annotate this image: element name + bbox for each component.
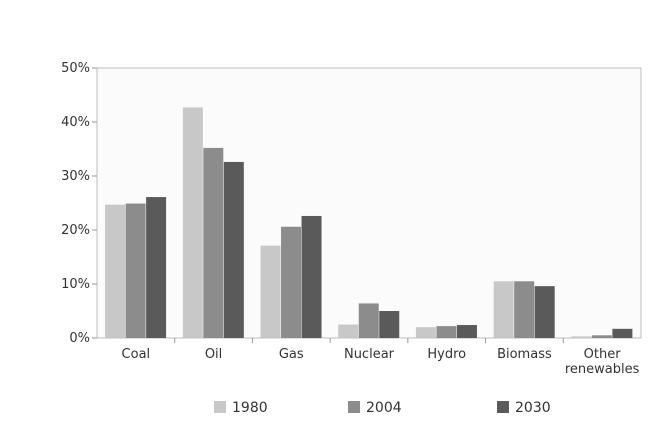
legend-swatch (348, 401, 360, 413)
y-tick-label: 0% (69, 331, 90, 346)
bar (281, 226, 302, 338)
bar (105, 204, 126, 338)
bar (591, 335, 612, 338)
bar (260, 245, 281, 338)
bar (146, 197, 167, 338)
y-tick-label: 30% (61, 169, 90, 184)
bar (514, 281, 535, 338)
x-category-label: Gas (279, 347, 304, 362)
x-axis: Coal Oil Gas Nuclear Hydro Biomass Otherrenewa… (122, 338, 640, 377)
y-tick-label: 20% (61, 223, 90, 238)
bar (493, 281, 514, 338)
x-category-label: renewables (565, 362, 640, 377)
bar (203, 147, 224, 338)
bar (456, 325, 477, 338)
y-tick-label: 40% (61, 115, 90, 130)
bar (182, 107, 203, 338)
bar (379, 311, 400, 338)
x-category-label: Nuclear (344, 347, 395, 362)
plot-frame (96, 67, 642, 339)
bar (338, 324, 359, 338)
bars (105, 107, 633, 338)
legend-label: 2030 (515, 400, 551, 416)
legend-label: 2004 (366, 400, 402, 416)
y-tick-label: 50% (61, 61, 90, 76)
bar (534, 286, 555, 338)
x-category-label: Coal (122, 347, 151, 362)
x-category-label: Other (584, 347, 622, 362)
bar (415, 327, 436, 338)
legend-swatch (214, 401, 226, 413)
bar (301, 215, 322, 338)
x-category-label: Biomass (497, 347, 552, 362)
bar (436, 326, 457, 338)
legend: 1980 2004 2030 (214, 400, 551, 416)
bar (223, 161, 244, 338)
y-tick-label: 10% (61, 277, 90, 292)
bar (571, 336, 592, 338)
bar (125, 203, 146, 338)
legend-swatch (497, 401, 509, 413)
x-category-label: Oil (205, 347, 222, 362)
bar (612, 328, 633, 338)
x-category-label: Hydro (427, 347, 466, 362)
legend-label: 1980 (232, 400, 268, 416)
y-axis: 0% 10% 20% 30% 40% 50% (61, 61, 97, 346)
bar (358, 303, 379, 338)
